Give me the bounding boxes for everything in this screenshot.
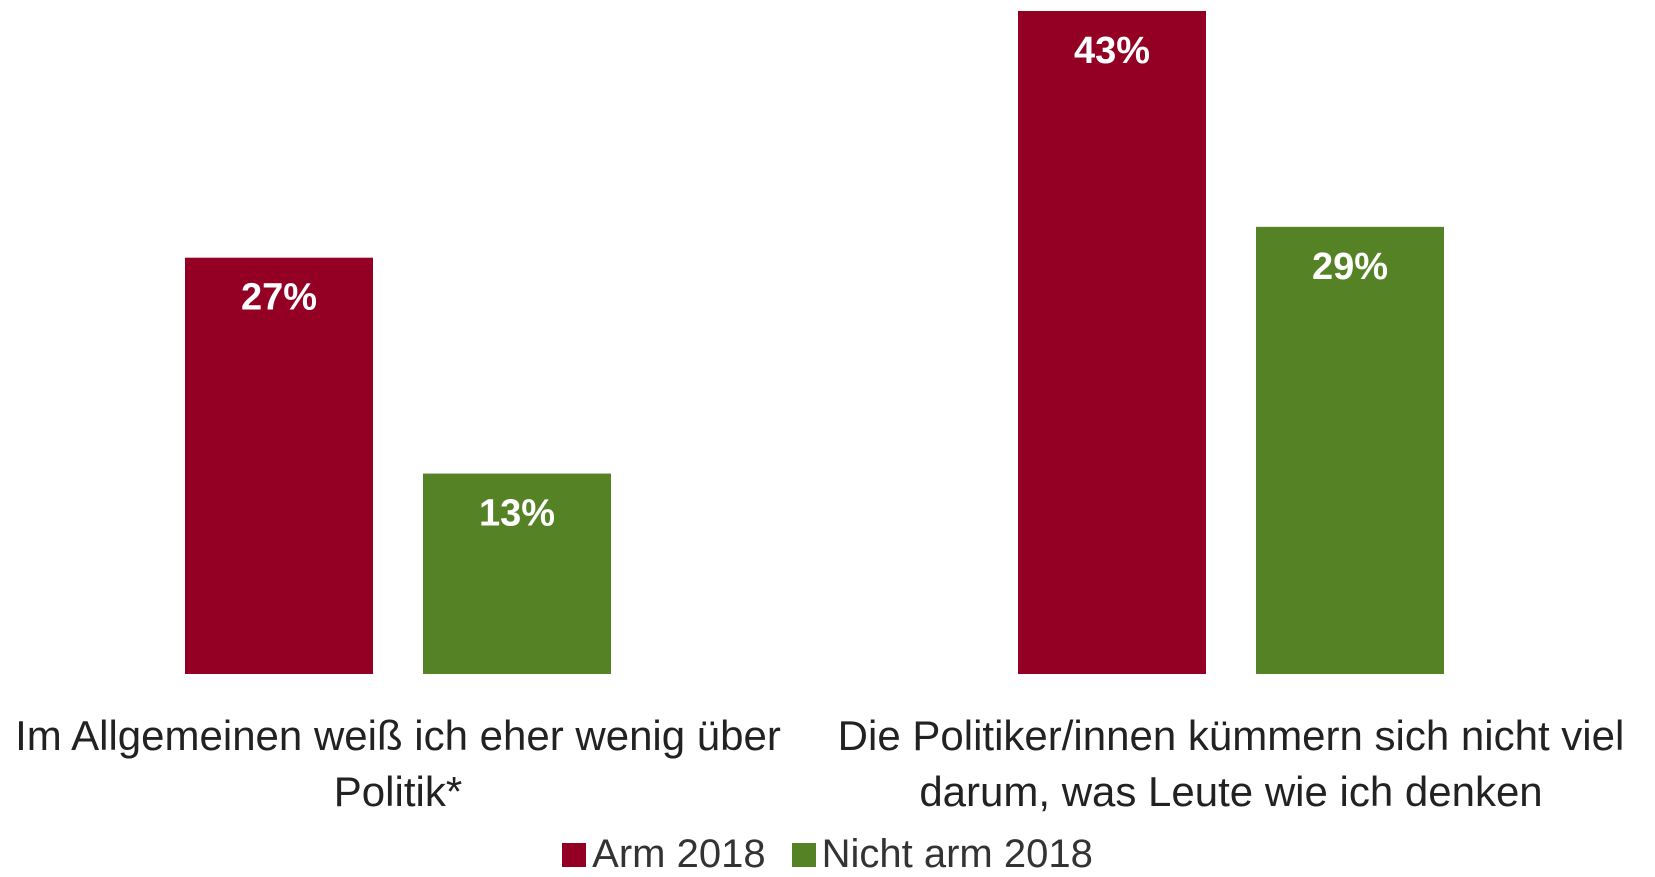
value-label: 43% bbox=[1074, 30, 1150, 72]
value-label: 29% bbox=[1312, 246, 1388, 288]
legend-swatch bbox=[791, 842, 816, 867]
bar bbox=[1018, 11, 1206, 674]
bar bbox=[423, 473, 611, 674]
bar bbox=[1256, 226, 1444, 674]
bar bbox=[185, 257, 373, 674]
value-label: 13% bbox=[479, 493, 555, 535]
legend: Arm 2018 Nicht arm 2018 bbox=[0, 832, 1655, 877]
legend-label: Arm 2018 bbox=[592, 832, 766, 876]
legend-item: Nicht arm 2018 bbox=[791, 832, 1093, 877]
legend-label: Nicht arm 2018 bbox=[821, 832, 1093, 876]
category-label: Die Politiker/innen kümmern sich nicht v… bbox=[837, 712, 1625, 815]
legend-swatch bbox=[562, 842, 587, 867]
value-label: 27% bbox=[241, 277, 317, 319]
legend-item: Arm 2018 bbox=[562, 832, 766, 877]
category-label: Im Allgemeinen weiß ich eher wenig über … bbox=[15, 712, 781, 815]
